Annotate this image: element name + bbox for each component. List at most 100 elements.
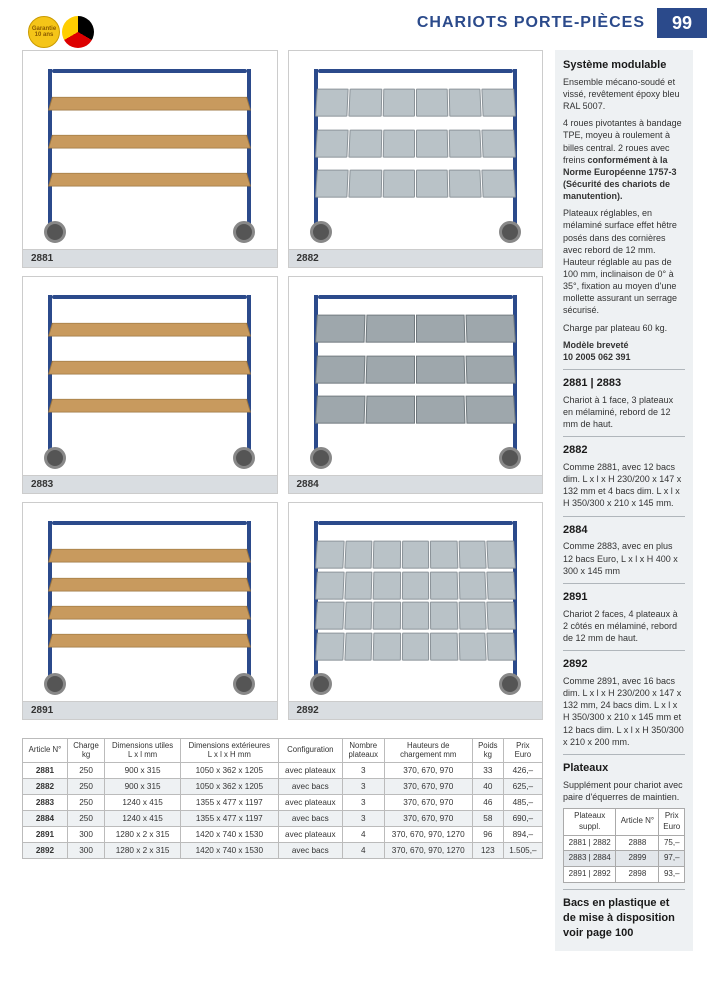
product-image [22, 502, 278, 702]
sidebar-text: Ensemble mécano-soudé et vissé, revêteme… [563, 76, 685, 112]
sidebar-heading: Système modulable [563, 58, 685, 73]
spec-col-header: Article N° [23, 739, 68, 763]
spec-table: Article N°ChargekgDimensions utilesL x l… [22, 738, 543, 859]
table-cell: 2882 [23, 779, 68, 795]
table-cell: 2899 [616, 851, 659, 867]
made-in-germany-badge [62, 16, 94, 48]
sidebar-text: Charge par plateau 60 kg. [563, 322, 685, 334]
table-cell: 2892 [23, 843, 68, 859]
table-cell: 300 [67, 827, 104, 843]
table-cell: 3 [342, 779, 384, 795]
table-cell: 2888 [616, 835, 659, 851]
table-cell: 370, 670, 970 [384, 763, 472, 779]
table-cell: 46 [472, 795, 503, 811]
product-label: 2882 [288, 250, 544, 268]
product-label: 2881 [22, 250, 278, 268]
sidebar-heading: 2884 [563, 523, 685, 538]
product-cell-2892: 2892 [288, 502, 544, 720]
table-row: 28923001280 x 2 x 3151420 x 740 x 1530av… [23, 843, 543, 859]
table-cell: 1280 x 2 x 315 [105, 843, 181, 859]
sidebar-text: Comme 2891, avec 16 bacs dim. L x l x H … [563, 675, 685, 748]
product-label: 2883 [22, 476, 278, 494]
page-title: CHARIOTS PORTE-PIÈCES [417, 14, 657, 32]
table-cell: 96 [472, 827, 503, 843]
table-cell: 300 [67, 843, 104, 859]
spec-col-header: Poidskg [472, 739, 503, 763]
table-cell: 1240 x 415 [105, 795, 181, 811]
table-cell: 75,– [659, 835, 685, 851]
table-cell: 2883 [23, 795, 68, 811]
sidebar-text: Plateaux réglables, en mélaminé surface … [563, 207, 685, 316]
table-cell: 370, 670, 970, 1270 [384, 843, 472, 859]
product-cell-2883: 2883 [22, 276, 278, 494]
guarantee-badge: Garantie 10 ans [28, 16, 60, 48]
table-cell: 370, 670, 970 [384, 795, 472, 811]
table-cell: 900 x 315 [105, 763, 181, 779]
table-cell: avec bacs [278, 843, 342, 859]
sidebar-heading: 2892 [563, 657, 685, 672]
spec-col-header: Chargekg [67, 739, 104, 763]
spec-col-header: PrixEuro [503, 739, 542, 763]
table-cell: 900 x 315 [105, 779, 181, 795]
table-cell: 1420 x 740 x 1530 [180, 827, 278, 843]
product-image [288, 276, 544, 476]
sidebar-text: Modèle breveté10 2005 062 391 [563, 339, 685, 363]
product-cell-2884: 2884 [288, 276, 544, 494]
table-cell: 250 [67, 811, 104, 827]
table-cell: 33 [472, 763, 503, 779]
table-cell: 2884 [23, 811, 68, 827]
table-row: 2882250900 x 3151050 x 362 x 1205avec ba… [23, 779, 543, 795]
product-cell-2891: 2891 [22, 502, 278, 720]
table-cell: 1280 x 2 x 315 [105, 827, 181, 843]
table-cell: 2891 [23, 827, 68, 843]
table-cell: avec plateaux [278, 795, 342, 811]
spec-col-header: Nombreplateaux [342, 739, 384, 763]
table-cell: 1240 x 415 [105, 811, 181, 827]
table-cell: 690,– [503, 811, 542, 827]
table-cell: 250 [67, 779, 104, 795]
table-cell: 3 [342, 811, 384, 827]
table-cell: 1050 x 362 x 1205 [180, 763, 278, 779]
product-label: 2884 [288, 476, 544, 494]
product-image [288, 50, 544, 250]
table-cell: 4 [342, 827, 384, 843]
sidebar-text: Supplément pour chariot avec paire d'équ… [563, 779, 685, 803]
product-cell-2882: 2882 [288, 50, 544, 268]
table-row: 2881 | 2882288875,– [564, 835, 685, 851]
product-label: 2892 [288, 702, 544, 720]
sidebar-heading: Plateaux [563, 761, 685, 776]
product-image [288, 502, 544, 702]
table-cell: 2891 | 2892 [564, 867, 616, 883]
product-cell-2881: 2881 [22, 50, 278, 268]
table-row: 28842501240 x 4151355 x 477 x 1197avec b… [23, 811, 543, 827]
spec-col-header: Dimensions extérieuresL x l x H mm [180, 739, 278, 763]
table-cell: 894,– [503, 827, 542, 843]
product-image [22, 50, 278, 250]
sidebar-text: Chariot 2 faces, 4 plateaux à 2 côtés en… [563, 608, 685, 644]
sidebar-text: 4 roues pivotantes à bandage TPE, moyeu … [563, 117, 685, 202]
table-cell: 93,– [659, 867, 685, 883]
catalog-page: Garantie 10 ans CHARIOTS PORTE-PIÈCES 99… [0, 0, 707, 965]
table-cell: 426,– [503, 763, 542, 779]
sidebar: Système modulable Ensemble mécano-soudé … [555, 50, 693, 951]
page-header: Garantie 10 ans CHARIOTS PORTE-PIÈCES 99 [0, 0, 707, 38]
title-bar: CHARIOTS PORTE-PIÈCES 99 [417, 8, 707, 38]
table-cell: 2883 | 2884 [564, 851, 616, 867]
sidebar-heading: 2882 [563, 443, 685, 458]
table-cell: 2898 [616, 867, 659, 883]
page-number: 99 [657, 8, 707, 38]
mini-table: Plateauxsuppl.Article N°PrixEuro 2881 | … [563, 808, 685, 883]
badges: Garantie 10 ans [28, 16, 94, 48]
table-row: 2883 | 2884289997,– [564, 851, 685, 867]
main-content: 2881 2882 2883 2884 2891 2892 Article N°… [0, 38, 707, 965]
table-cell: 1355 x 477 x 1197 [180, 795, 278, 811]
table-cell: 1.505,– [503, 843, 542, 859]
table-cell: 1355 x 477 x 1197 [180, 811, 278, 827]
mini-col-header: PrixEuro [659, 808, 685, 835]
table-cell: 370, 670, 970 [384, 779, 472, 795]
table-cell: 40 [472, 779, 503, 795]
spec-col-header: Configuration [278, 739, 342, 763]
product-label: 2891 [22, 702, 278, 720]
sidebar-heading: 2881 | 2883 [563, 376, 685, 391]
table-cell: 1050 x 362 x 1205 [180, 779, 278, 795]
